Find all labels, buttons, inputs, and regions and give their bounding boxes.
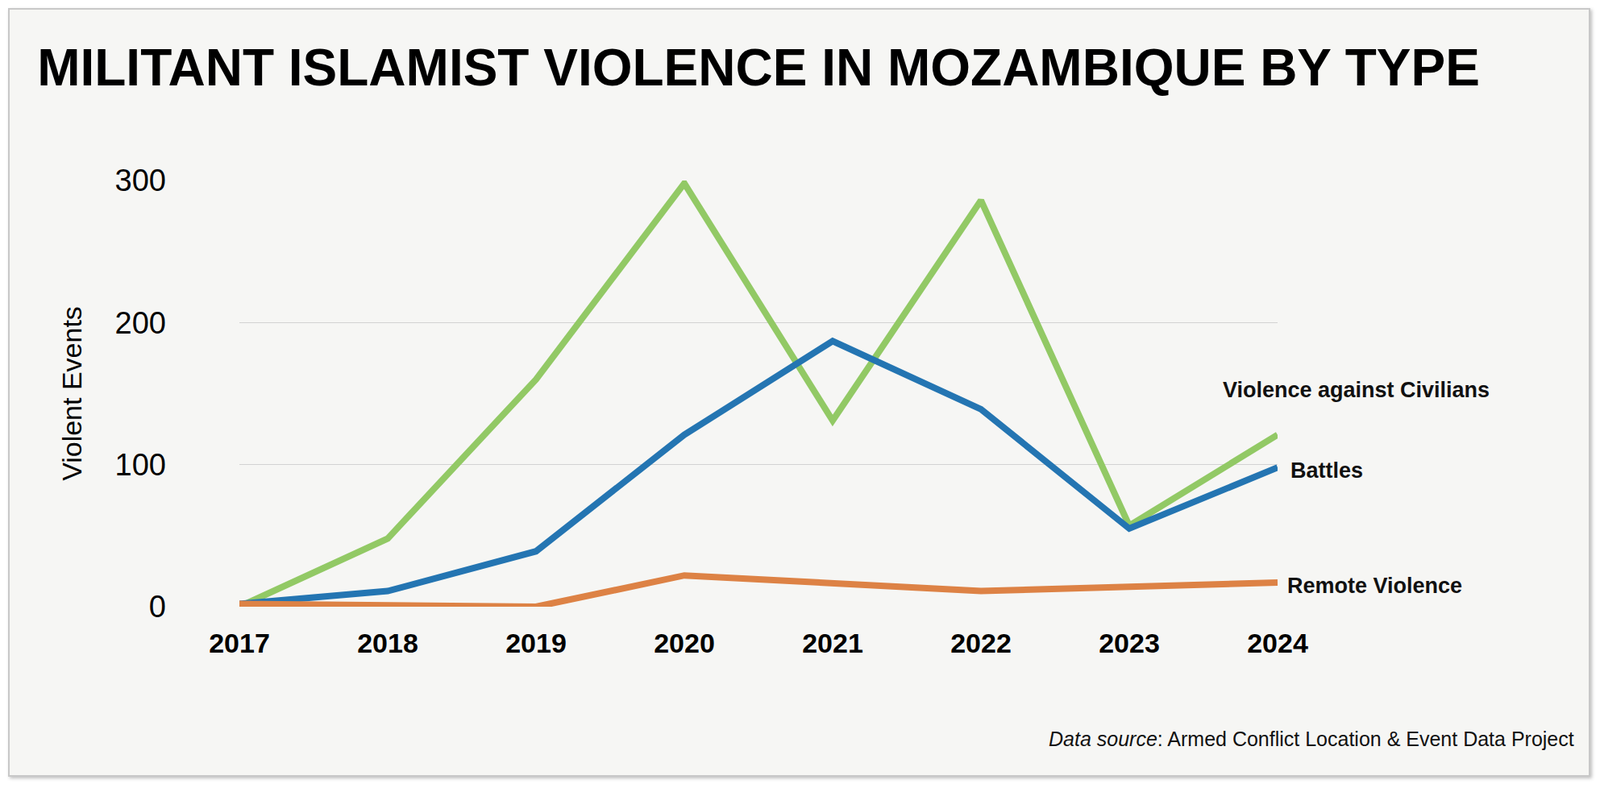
svg-text:2017: 2017 — [208, 627, 271, 659]
svg-text:Data source: Armed Conflict Lo: Data source: Armed Conflict Location & E… — [1048, 727, 1575, 751]
svg-text:100: 100 — [115, 448, 167, 483]
svg-text:300: 300 — [115, 163, 167, 198]
svg-text:2018: 2018 — [357, 627, 419, 659]
svg-text:2023: 2023 — [1098, 627, 1160, 659]
svg-text:200: 200 — [115, 306, 167, 341]
svg-text:2021: 2021 — [802, 627, 864, 659]
svg-text:Battles: Battles — [1290, 458, 1364, 483]
svg-text:2019: 2019 — [505, 627, 567, 659]
svg-text:2022: 2022 — [950, 627, 1012, 659]
svg-text:Violent Events: Violent Events — [56, 306, 88, 482]
svg-text:2020: 2020 — [653, 627, 715, 659]
svg-text:MILITANT ISLAMIST VIOLENCE IN: MILITANT ISLAMIST VIOLENCE IN MOZAMBIQUE… — [37, 38, 1480, 97]
svg-text:0: 0 — [149, 590, 167, 624]
svg-text:Remote Violence: Remote Violence — [1287, 573, 1463, 599]
svg-text:Violence against Civilians: Violence against Civilians — [1222, 378, 1490, 403]
svg-text:2024: 2024 — [1246, 627, 1309, 659]
